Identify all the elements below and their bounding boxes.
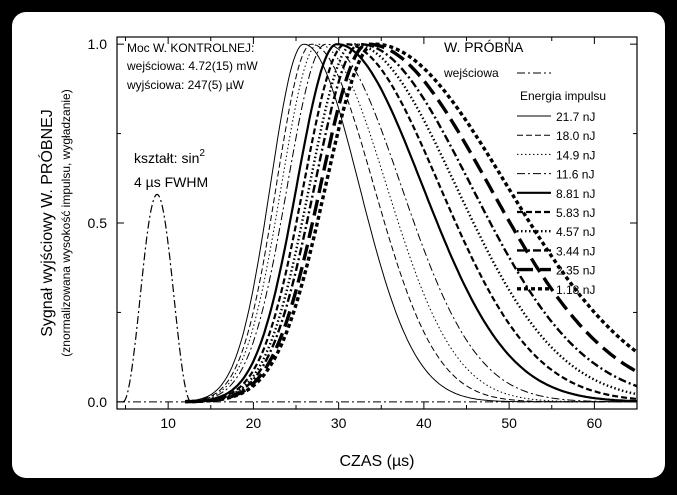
y-tick-label: 0.0 <box>88 394 108 410</box>
series-line-5 <box>185 43 638 403</box>
legend-label-4: 8.81 nJ <box>556 187 595 201</box>
legend: W. PRÓBNA wejściowa Energia impulsu 21.7… <box>443 39 606 297</box>
shape-label-exponent: 2 <box>199 148 205 159</box>
series-line-8 <box>185 42 638 404</box>
legend-title: W. PRÓBNA <box>444 39 524 55</box>
x-tick-label: 50 <box>501 415 517 431</box>
x-tick-label: 30 <box>331 415 347 431</box>
shape-label: kształt: sin2 <box>134 148 205 166</box>
legend-label-1: 18.0 nJ <box>556 129 595 143</box>
legend-input-label: wejściowa <box>443 66 499 80</box>
legend-label-0: 21.7 nJ <box>556 110 595 124</box>
series-line-6 <box>185 43 638 403</box>
series-line-4 <box>185 43 637 403</box>
legend-label-6: 4.57 nJ <box>556 225 595 239</box>
fwhm-label: 4 µs FWHM <box>134 174 208 190</box>
legend-label-5: 5.83 nJ <box>556 206 595 220</box>
y-axis: 0.0 0.5 1.0 <box>88 36 637 410</box>
legend-label-2: 14.9 nJ <box>556 148 595 162</box>
info-line-3: wyjściowa: 247(5) µW <box>126 78 245 92</box>
shape-label-text: kształt: sin <box>134 150 199 166</box>
series-line-7 <box>185 43 638 403</box>
legend-label-8: 2.35 nJ <box>556 264 595 278</box>
y-tick-label: 0.5 <box>88 215 108 231</box>
series-line-0 <box>185 43 637 403</box>
legend-label-9: 1.18 nJ <box>556 283 595 297</box>
series-line-3 <box>185 43 637 403</box>
legend-energy-title: Energia impulsu <box>520 89 606 103</box>
input-pulse-line <box>122 193 192 403</box>
x-axis-label: CZAS (µs) <box>340 453 415 470</box>
y-tick-label: 1.0 <box>88 36 108 52</box>
x-tick-label: 20 <box>246 415 262 431</box>
legend-label-7: 3.44 nJ <box>556 244 595 258</box>
y-axis-sublabel: (znormalizowana wysokość impulsu, wygład… <box>59 89 73 356</box>
curves-group <box>117 42 639 404</box>
x-tick-label: 10 <box>160 415 176 431</box>
x-tick-label: 40 <box>416 415 432 431</box>
info-line-2: wejściowa: 4.72(15) mW <box>126 59 258 73</box>
y-axis-label: Sygnał wyjściowy W. PRÓBNEJ <box>37 109 56 337</box>
info-line-1: Moc W. KONTROLNEJ: <box>127 41 254 55</box>
series-line-1 <box>185 43 637 403</box>
figure-panel <box>12 12 665 478</box>
series-line-9 <box>185 42 639 404</box>
series-line-2 <box>185 43 637 403</box>
legend-label-3: 11.6 nJ <box>556 168 594 182</box>
x-axis: 10 20 30 40 50 60 <box>125 37 638 431</box>
x-tick-label: 60 <box>587 415 603 431</box>
